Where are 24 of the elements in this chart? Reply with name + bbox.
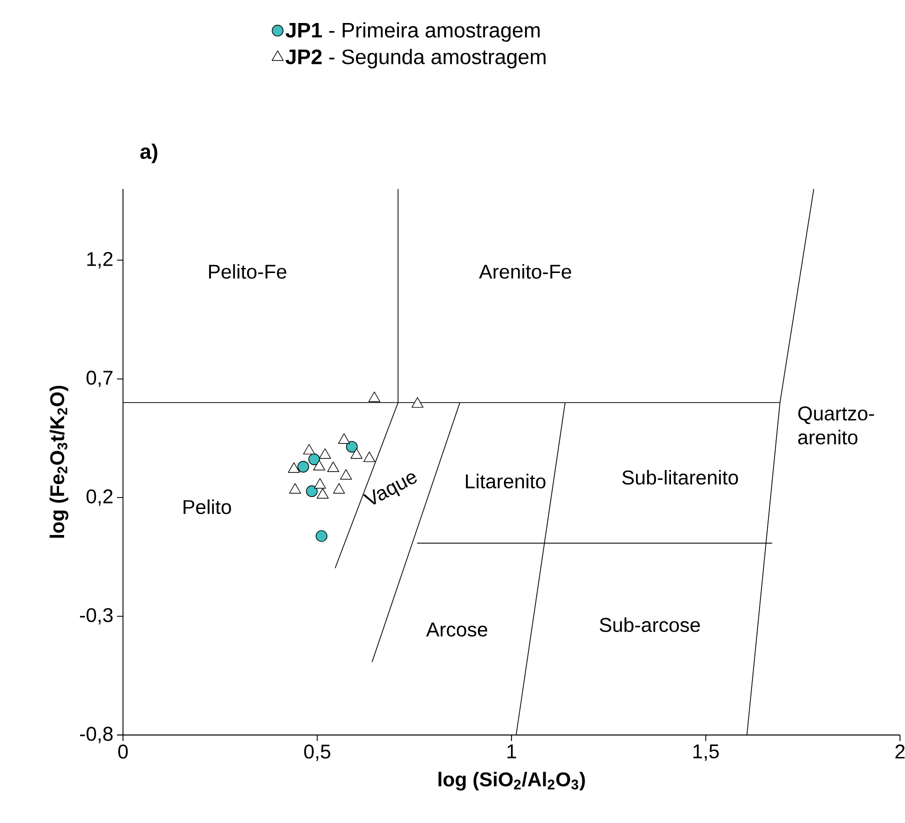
legend-label: JP1 - Primeira amostragem bbox=[286, 22, 540, 42]
annotation: Vaque bbox=[362, 473, 417, 505]
x-tick-label: 0 bbox=[118, 744, 128, 759]
annotation: Quartzo-arenito bbox=[798, 406, 874, 444]
annotation: Arenito-Fe bbox=[479, 264, 572, 279]
y-tick-label: -0,3 bbox=[80, 608, 113, 625]
legend-label: JP2 - Segunda amostragem bbox=[286, 48, 546, 68]
annotation: Litarenito bbox=[466, 474, 546, 488]
x-tick-label: 0,5 bbox=[304, 744, 330, 761]
chart-title: a) bbox=[140, 144, 158, 164]
annotation: Sub-litarenito bbox=[622, 470, 738, 485]
text: log (Fe$_{2}$O$_{3}$t/K$_{2}$O) bbox=[50, 386, 68, 538]
annotation: Pelito-Fe bbox=[209, 264, 286, 279]
annotation: Pelito bbox=[184, 499, 231, 514]
annotation: Arcose bbox=[426, 622, 488, 637]
y-tick-label: -0,8 bbox=[80, 726, 113, 744]
text: log (SiO$_{2}$/Al$_{2}$O$_{3}$) bbox=[438, 772, 585, 790]
y-tick-label: 0,7 bbox=[86, 370, 112, 388]
x-tick-label: 2 bbox=[895, 744, 905, 758]
annotation: Sub-arcose bbox=[600, 617, 700, 632]
x-tick-label: 1,5 bbox=[693, 744, 719, 761]
x-tick-label: 1 bbox=[507, 744, 516, 758]
y-tick-label: 0,2 bbox=[86, 489, 112, 506]
y-tick-label: 1,2 bbox=[87, 252, 112, 268]
